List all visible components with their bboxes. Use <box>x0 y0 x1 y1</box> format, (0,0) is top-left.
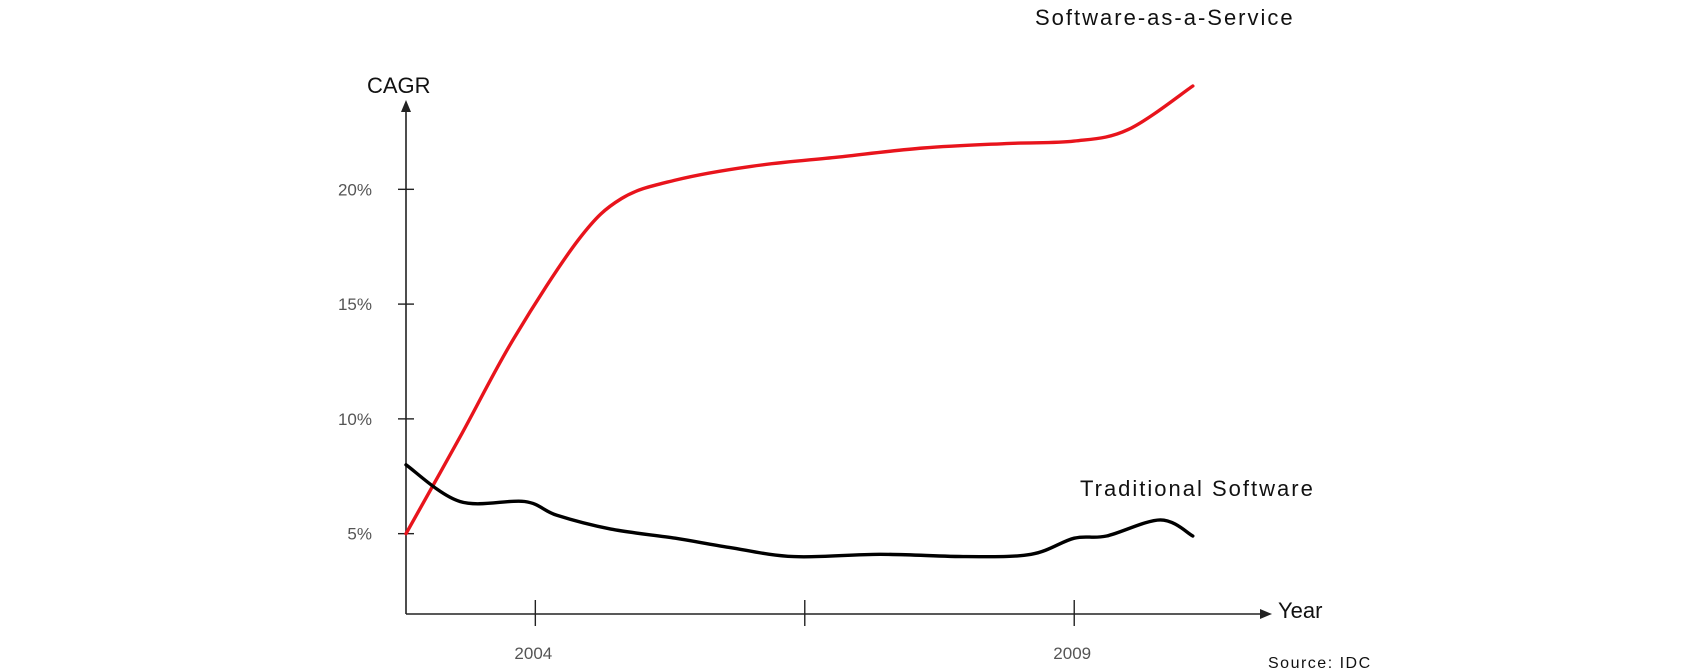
y-tick-label: 5% <box>347 525 372 544</box>
saas-series-label: Software-as-a-Service <box>1035 5 1295 30</box>
saas-series-line <box>404 84 1195 536</box>
source-note: Source: IDC <box>1268 655 1372 672</box>
axes <box>401 100 1272 619</box>
x-axis-title: Year <box>1278 598 1322 623</box>
x-tick-label: 2009 <box>1053 644 1091 663</box>
y-tick-label: 20% <box>338 180 372 199</box>
x-tick-label: 2004 <box>514 644 552 663</box>
traditional-series-line <box>404 463 1195 559</box>
series-lines <box>404 84 1195 559</box>
y-ticks: 5% 10% 15% 20% <box>338 180 414 544</box>
y-tick-label: 15% <box>338 295 372 314</box>
y-tick-label: 10% <box>338 410 372 429</box>
y-axis-arrow-icon <box>401 100 411 112</box>
y-axis-title: CAGR <box>367 73 431 98</box>
x-ticks: 2004 2009 <box>514 600 1091 663</box>
x-axis-arrow-icon <box>1260 609 1272 619</box>
traditional-series-label: Traditional Software <box>1080 476 1315 501</box>
